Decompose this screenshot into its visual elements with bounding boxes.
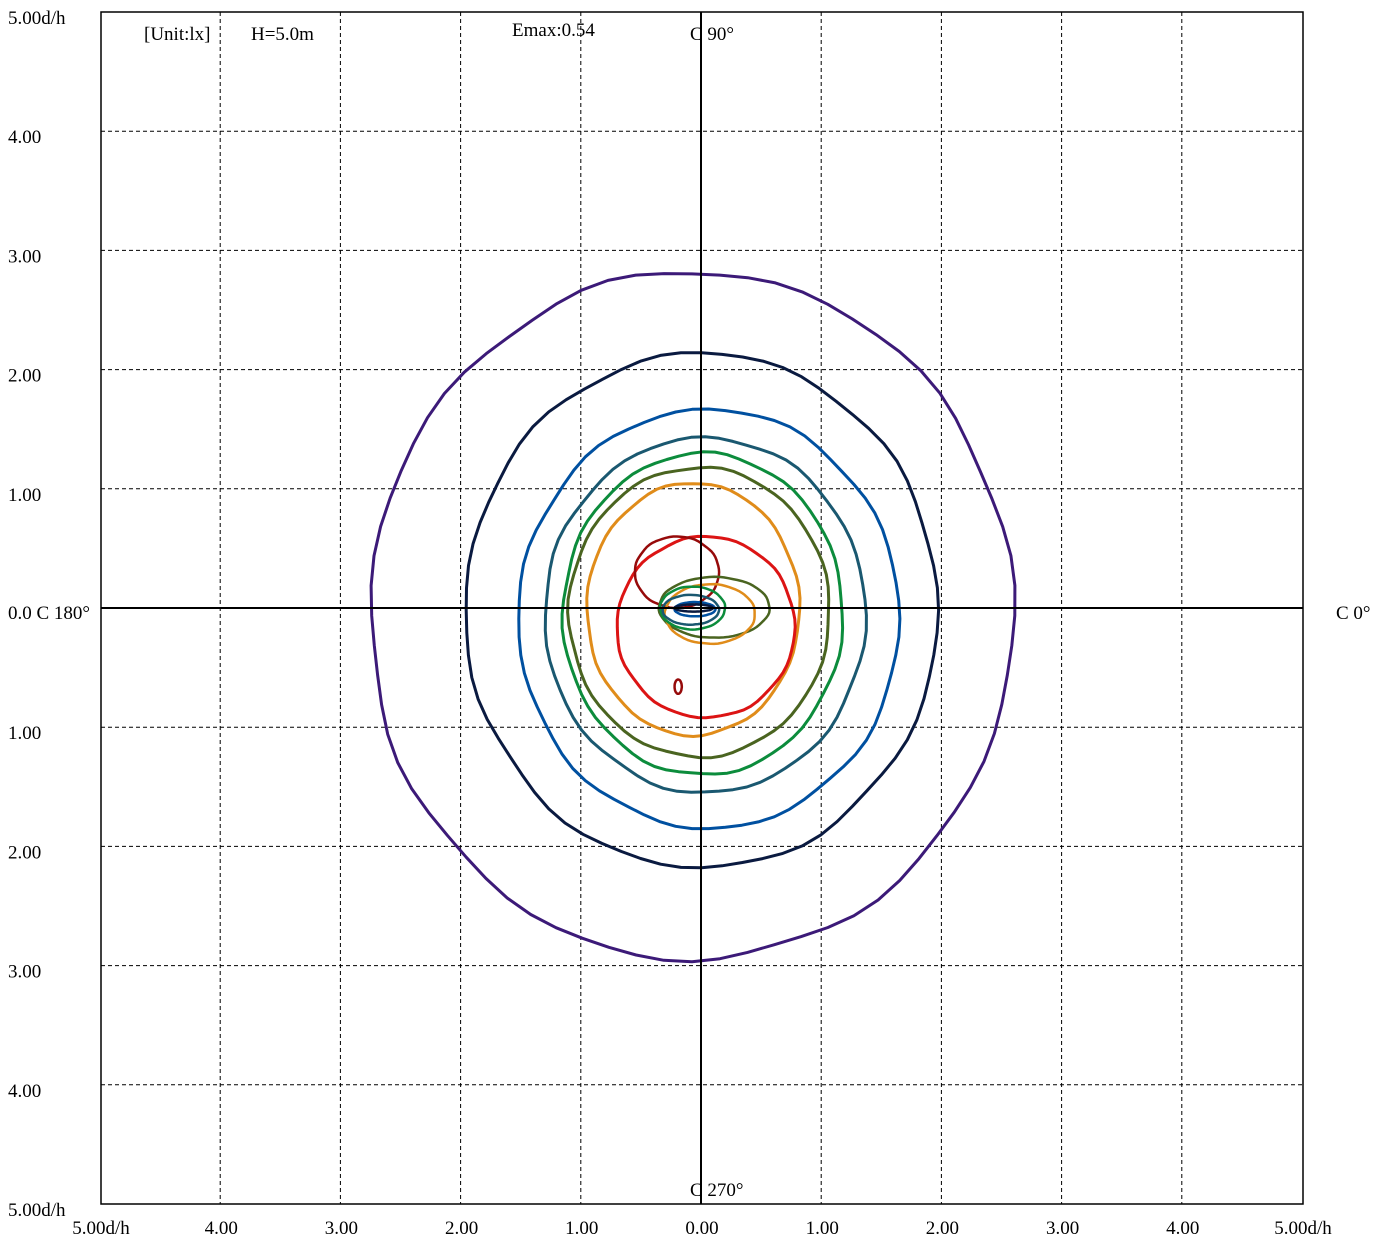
emax-label: Emax:0.54 bbox=[512, 20, 595, 41]
x-tick-label: 5.00d/h bbox=[72, 1218, 130, 1239]
height-label: H=5.0m bbox=[251, 24, 314, 45]
isolux-contour bbox=[543, 435, 868, 794]
c-plane-label-top: C 90° bbox=[690, 24, 734, 45]
isolux-contour bbox=[560, 450, 845, 776]
y-tick-label: 5.00d/h bbox=[8, 1200, 66, 1221]
isolux-contour bbox=[661, 593, 721, 626]
isolux-contour bbox=[673, 678, 684, 696]
x-tick-label: 4.00 bbox=[1166, 1218, 1199, 1239]
x-tick-label: 2.00 bbox=[926, 1218, 959, 1239]
isolux-contour bbox=[517, 407, 902, 831]
isolux-contour bbox=[585, 482, 802, 738]
isolux-contour bbox=[369, 272, 1017, 964]
y-tick-label: 3.00 bbox=[8, 246, 41, 267]
x-tick-label: 2.00 bbox=[445, 1218, 478, 1239]
isolux-contour bbox=[615, 534, 797, 720]
c-plane-label-bottom: C 270° bbox=[690, 1180, 744, 1201]
y-tick-label: 4.00 bbox=[8, 1081, 41, 1102]
y-tick-label: 1.00 bbox=[8, 485, 41, 506]
x-tick-label: 4.00 bbox=[205, 1218, 238, 1239]
y-tick-label: 1.00 bbox=[8, 723, 41, 744]
tick-labels: 5.00d/h 4.00 3.00 2.00 1.00 0.00 1.00 2.00 3.00 4… bbox=[8, 8, 1332, 1239]
x-tick-label: 3.00 bbox=[325, 1218, 358, 1239]
isolux-contour bbox=[464, 351, 941, 870]
x-tick-label: 1.00 bbox=[806, 1218, 839, 1239]
x-tick-label: 3.00 bbox=[1046, 1218, 1079, 1239]
unit-label: [Unit:lx] bbox=[144, 24, 211, 45]
y-tick-label: 2.00 bbox=[8, 842, 41, 863]
y-tick-label: 3.00 bbox=[8, 962, 41, 983]
x-tick-label: 5.00d/h bbox=[1274, 1218, 1332, 1239]
center-axes bbox=[101, 12, 1303, 1204]
y-tick-label: 2.00 bbox=[8, 366, 41, 387]
isolux-contour bbox=[566, 465, 831, 760]
y-tick-label: 5.00d/h bbox=[8, 8, 66, 29]
c-plane-label-left: 0.0 C 180° bbox=[8, 603, 90, 624]
x-tick-label: 1.00 bbox=[565, 1218, 598, 1239]
contour-lines bbox=[369, 272, 1017, 964]
c-plane-label-right: C 0° bbox=[1336, 603, 1371, 624]
x-tick-label: 0.00 bbox=[685, 1218, 718, 1239]
y-tick-label: 4.00 bbox=[8, 127, 41, 148]
